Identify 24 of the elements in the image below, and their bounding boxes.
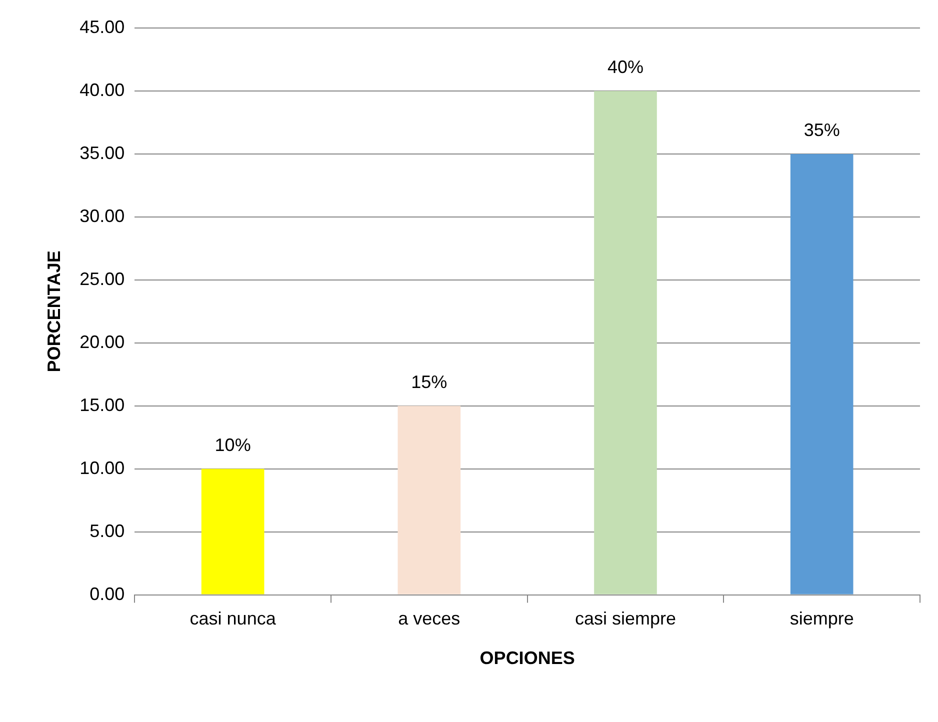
- y-tick-label: 15.00: [80, 394, 125, 415]
- y-tick-label: 0.00: [90, 584, 125, 604]
- bar: [398, 406, 461, 594]
- y-tick-label: 25.00: [80, 268, 125, 289]
- y-tick-label: 10.00: [80, 458, 125, 478]
- x-tick-label: siempre: [790, 608, 854, 629]
- bar: [201, 468, 264, 594]
- y-tick-label: 30.00: [80, 206, 125, 226]
- x-tick-label: casi nunca: [190, 608, 277, 629]
- bar: [594, 90, 657, 594]
- bar: [790, 154, 854, 594]
- y-tick-label: 40.00: [80, 80, 125, 100]
- y-tick-label: 5.00: [90, 520, 125, 541]
- data-label: 35%: [804, 120, 840, 140]
- x-axis-title: OPCIONES: [480, 648, 575, 668]
- y-tick-label: 20.00: [80, 332, 125, 352]
- data-label: 15%: [411, 372, 448, 392]
- data-label: 40%: [607, 56, 644, 77]
- data-label: 10%: [214, 434, 251, 455]
- y-tick-label: 35.00: [80, 142, 125, 163]
- y-axis-title: PORCENTAJE: [44, 250, 64, 372]
- y-tick-label: 45.00: [80, 16, 125, 37]
- x-tick-label: casi siempre: [574, 608, 676, 629]
- x-tick-label: a veces: [398, 608, 460, 629]
